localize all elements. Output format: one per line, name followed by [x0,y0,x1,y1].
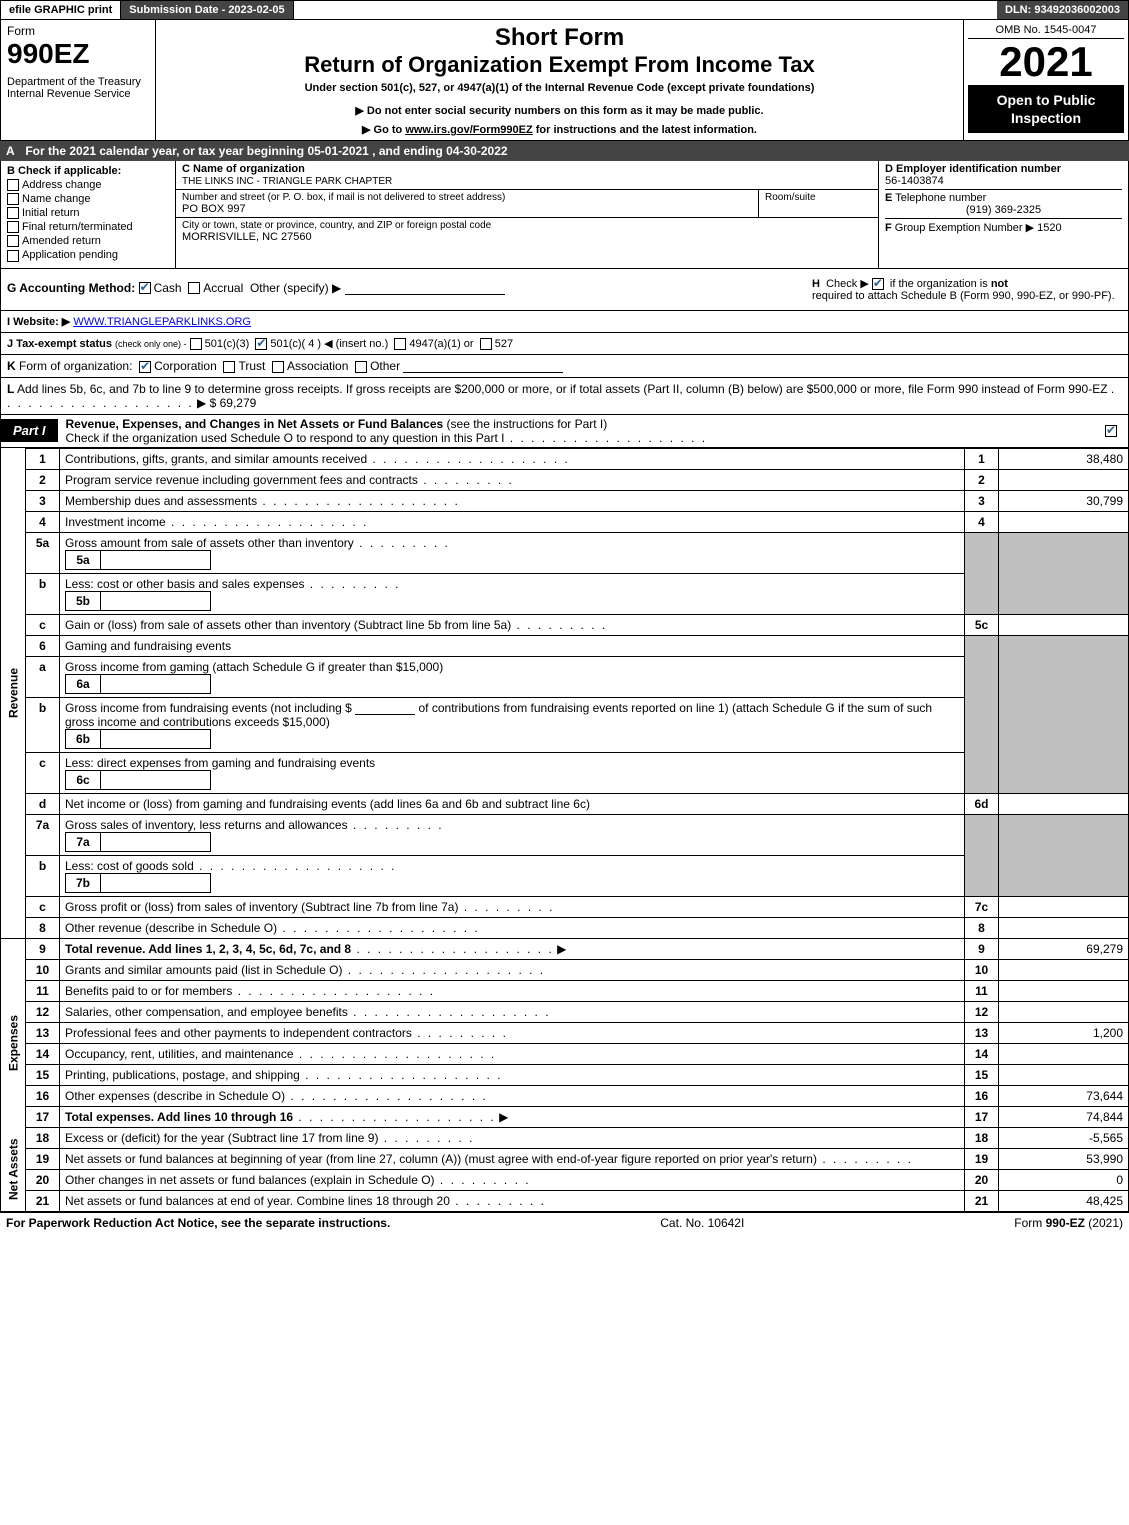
revenue-side-label: Revenue [1,448,26,938]
chk-4947[interactable] [394,338,406,350]
g-side: G Accounting Method: Cash Accrual Other … [7,277,812,302]
website-row: I Website: ▶ WWW.TRIANGLEPARKLINKS.ORG [0,311,1129,333]
expenses-side-label: Expenses [1,959,26,1127]
row-gh: G Accounting Method: Cash Accrual Other … [0,269,1129,311]
part1-table: Revenue 1 Contributions, gifts, grants, … [0,448,1129,1212]
line21-amount: 48,425 [999,1190,1129,1211]
chk-other-org[interactable] [355,361,367,373]
section-bcd: B Check if applicable: Address change Na… [0,161,1129,269]
line-a-text: For the 2021 calendar year, or tax year … [25,144,507,158]
netassets-side-label: Net Assets [1,1127,26,1211]
city-block: City or town, state or province, country… [176,218,878,268]
chk-application-pending[interactable]: Application pending [7,249,169,261]
org-name: THE LINKS INC - TRIANGLE PARK CHAPTER [182,176,392,187]
tax-year: 2021 [968,41,1124,83]
line-l-amount: ▶ $ 69,279 [197,396,256,410]
form-of-org-row: K Form of organization: Corporation Trus… [0,355,1129,378]
form-footer-label: Form 990-EZ (2021) [1014,1216,1123,1230]
h-side: H Check ▶ if the organization is not req… [812,277,1122,302]
omb-number: OMB No. 1545-0047 [968,24,1124,39]
b-check-if: Check if applicable: [18,165,121,177]
line3-amount: 30,799 [999,490,1129,511]
dln-label: DLN: 93492036002003 [997,1,1128,19]
page-footer: For Paperwork Reduction Act Notice, see … [0,1212,1129,1233]
form-number: 990EZ [7,38,149,70]
chk-527[interactable] [480,338,492,350]
goto-pre: ▶ Go to [362,124,405,136]
chk-501c[interactable] [255,338,267,350]
chk-accrual[interactable] [188,282,200,294]
chk-association[interactable] [272,361,284,373]
city-value: MORRISVILLE, NC 27560 [182,231,872,243]
irs-link[interactable]: www.irs.gov/Form990EZ [405,124,532,136]
part1-title: Revenue, Expenses, and Changes in Net As… [58,415,1105,447]
telephone-value: (919) 369-2325 [885,204,1122,216]
form-header: Form 990EZ Department of the Treasury In… [0,20,1129,141]
website-link[interactable]: WWW.TRIANGLEPARKLINKS.ORG [73,316,251,328]
chk-trust[interactable] [223,361,235,373]
do-not-enter: ▶ Do not enter social security numbers o… [166,104,953,117]
efile-print-button[interactable]: efile GRAPHIC print [1,1,121,19]
part1-tag: Part I [1,419,58,442]
line9-amount: 69,279 [999,938,1129,959]
street-value: PO BOX 997 [182,203,752,215]
return-title: Return of Organization Exempt From Incom… [166,52,953,78]
line18-amount: -5,565 [999,1127,1129,1148]
col-d: D Employer identification number 56-1403… [878,161,1128,268]
room-suite: Room/suite [758,190,878,217]
header-right: OMB No. 1545-0047 2021 Open to Public In… [963,20,1128,140]
org-name-block: C Name of organization THE LINKS INC - T… [176,161,878,190]
line-l: L Add lines 5b, 6c, and 7b to line 9 to … [0,378,1129,415]
street-block: Number and street (or P. O. box, if mail… [176,190,758,217]
other-org-input[interactable] [403,361,563,373]
line1-amount: 38,480 [999,448,1129,469]
chk-schedule-o[interactable] [1105,425,1117,437]
line16-amount: 73,644 [999,1085,1129,1106]
line-a: A For the 2021 calendar year, or tax yea… [0,141,1129,161]
col-b: B Check if applicable: Address change Na… [1,161,176,268]
other-method-input[interactable] [345,283,505,295]
short-form-title: Short Form [166,24,953,52]
submission-date-label: Submission Date - 2023-02-05 [121,1,293,19]
paperwork-notice: For Paperwork Reduction Act Notice, see … [6,1216,390,1230]
chk-corporation[interactable] [139,361,151,373]
line13-amount: 1,200 [999,1022,1129,1043]
group-exemption-value: ▶ 1520 [1026,222,1062,234]
chk-501c3[interactable] [190,338,202,350]
goto-line: ▶ Go to www.irs.gov/Form990EZ for instru… [166,123,953,136]
cat-number: Cat. No. 10642I [390,1216,1014,1230]
tax-exempt-row: J Tax-exempt status (check only one) - 5… [0,333,1129,355]
part1-header: Part I Revenue, Expenses, and Changes in… [0,415,1129,448]
top-bar: efile GRAPHIC print Submission Date - 20… [0,0,1129,20]
b-label: B [7,165,15,177]
line-a-label: A [6,144,22,158]
form-word: Form [7,24,149,38]
col-c: C Name of organization THE LINKS INC - T… [176,161,878,268]
chk-amended-return[interactable]: Amended return [7,235,169,247]
goto-post: for instructions and the latest informat… [533,124,757,136]
under-section: Under section 501(c), 527, or 4947(a)(1)… [166,82,953,94]
chk-final-return[interactable]: Final return/terminated [7,221,169,233]
chk-cash[interactable] [139,282,151,294]
irs-label: Internal Revenue Service [7,88,149,100]
header-left: Form 990EZ Department of the Treasury In… [1,20,156,140]
ein-value: 56-1403874 [885,175,944,187]
chk-initial-return[interactable]: Initial return [7,207,169,219]
open-to-public: Open to Public Inspection [968,85,1124,133]
chk-h[interactable] [872,278,884,290]
line20-amount: 0 [999,1169,1129,1190]
line19-amount: 53,990 [999,1148,1129,1169]
line17-amount: 74,844 [999,1106,1129,1127]
chk-name-change[interactable]: Name change [7,193,169,205]
header-center: Short Form Return of Organization Exempt… [156,20,963,140]
chk-address-change[interactable]: Address change [7,179,169,191]
dept-treasury: Department of the Treasury [7,76,149,88]
